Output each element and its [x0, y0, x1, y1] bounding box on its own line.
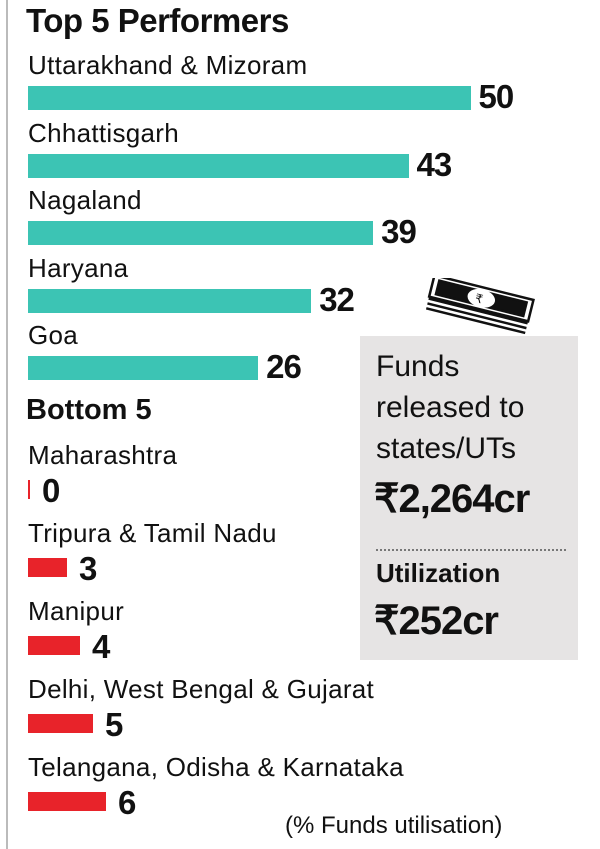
money-stack-icon: ₹ — [425, 278, 535, 335]
svg-text:₹: ₹ — [474, 291, 485, 307]
bar-label: Goa — [28, 320, 79, 350]
bar-label: Nagaland — [28, 185, 142, 215]
utilization-label: Utilization — [376, 558, 501, 588]
bar-value: 32 — [319, 280, 355, 318]
top-performers-title: Top 5 Performers — [26, 2, 289, 39]
bar-value: 0 — [42, 472, 60, 509]
bar-label: Haryana — [28, 252, 129, 283]
left-border — [6, 0, 8, 849]
bar — [28, 480, 30, 499]
bar — [28, 636, 80, 655]
bar-label: Manipur — [28, 596, 125, 626]
bar-value: 50 — [478, 78, 515, 115]
bar — [28, 792, 106, 811]
bar-value: 3 — [79, 550, 97, 587]
bar-value: 6 — [118, 784, 136, 821]
bar — [28, 558, 67, 577]
bar-value: 26 — [266, 348, 302, 385]
funds-label: Funds released to states/UTs — [376, 350, 525, 465]
bar — [28, 288, 312, 313]
bar-value: 5 — [105, 706, 123, 743]
bar — [28, 221, 374, 245]
bar-label: Uttarakhand & Mizoram — [28, 50, 308, 80]
funds-summary-box: Funds released to states/UTs ₹2,264cr Ut… — [360, 336, 578, 660]
bar-label: Tripura & Tamil Nadu — [28, 518, 277, 548]
bar-label: Maharashtra — [28, 440, 178, 470]
bar-value: 39 — [381, 213, 417, 250]
bar-label: Telangana, Odisha & Karnataka — [28, 752, 404, 782]
bar — [28, 86, 471, 110]
bar — [28, 153, 409, 178]
bottom-title: Bottom 5 — [26, 394, 152, 426]
bar-value: 4 — [92, 628, 110, 665]
divider — [376, 549, 566, 551]
bar-label: Chhattisgarh — [28, 117, 180, 148]
funds-value: ₹2,264cr — [374, 477, 530, 521]
units-note: (% Funds utilisation) — [285, 812, 503, 839]
bar — [28, 714, 93, 733]
utilization-value: ₹252cr — [374, 599, 499, 643]
bar — [28, 356, 259, 380]
bar-label: Delhi, West Bengal & Gujarat — [28, 674, 375, 704]
bar-value: 43 — [416, 145, 453, 183]
